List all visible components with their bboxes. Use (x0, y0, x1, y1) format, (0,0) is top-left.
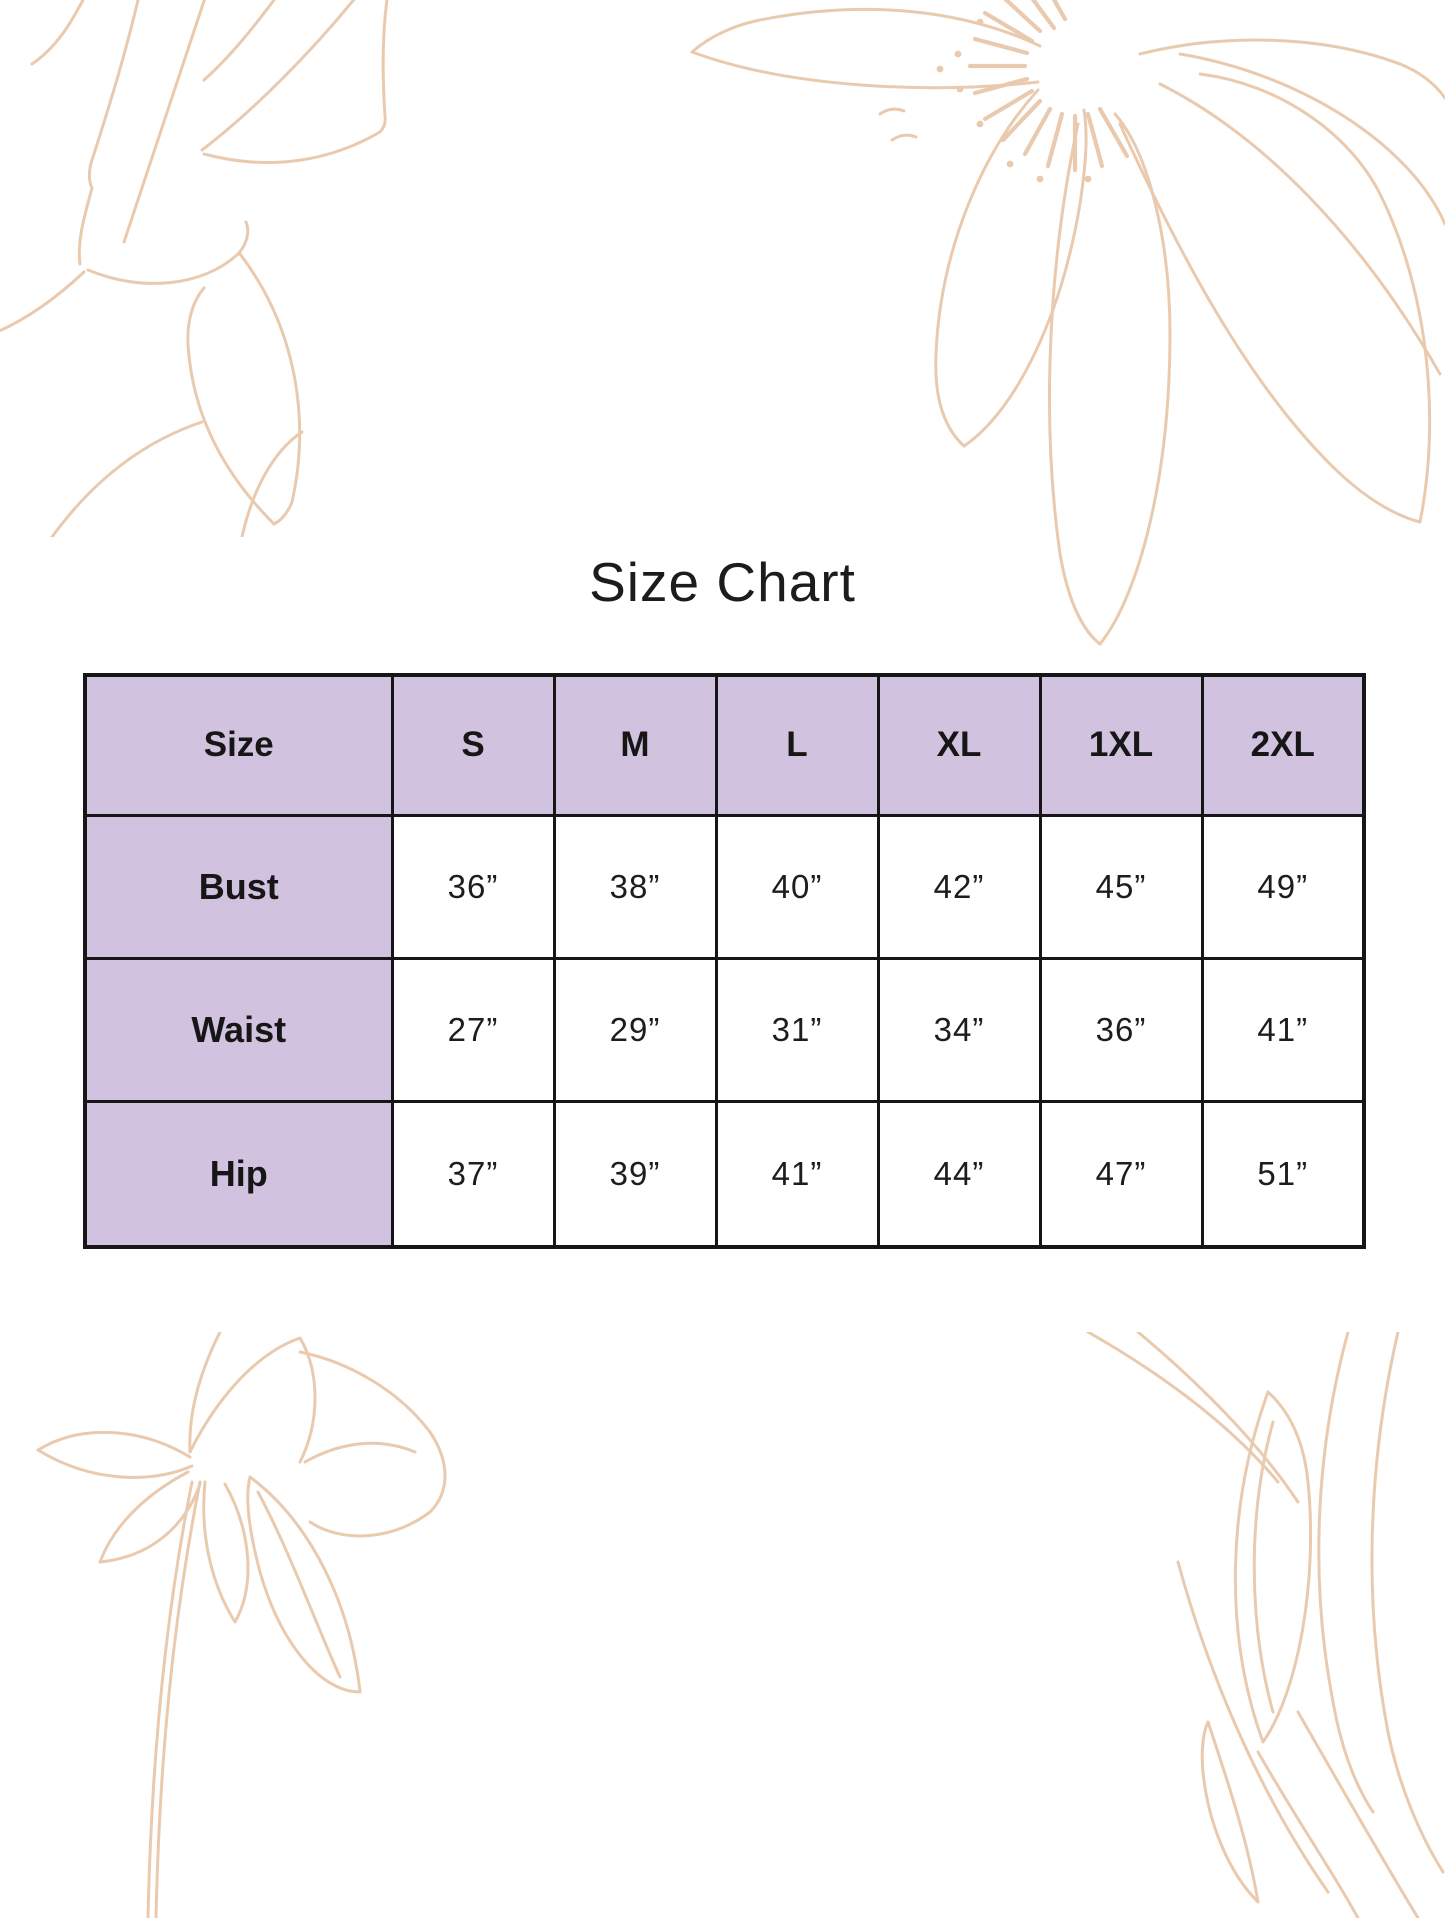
column-header-size: Size (83, 673, 394, 817)
waist-value-l: 31” (714, 956, 880, 1103)
hip-value-1xl: 47” (1038, 1099, 1204, 1249)
hip-value-m: 39” (552, 1099, 718, 1249)
header-row: Size S M L XL 1XL 2XL (83, 673, 1366, 817)
waist-value-xl: 34” (876, 956, 1042, 1103)
page-title: Size Chart (589, 551, 856, 613)
table-row-waist: Waist 27” 29” 31” 34” 36” 41” (83, 956, 1366, 1103)
bust-value-1xl: 45” (1038, 813, 1204, 960)
bust-value-2xl: 49” (1200, 813, 1366, 960)
waist-value-s: 27” (390, 956, 556, 1103)
column-header-s: S (390, 673, 556, 817)
waist-value-1xl: 36” (1038, 956, 1204, 1103)
hip-value-xl: 44” (876, 1099, 1042, 1249)
leaves-bottom-right-icon (1086, 1332, 1445, 1918)
waist-value-2xl: 41” (1200, 956, 1366, 1103)
row-label-bust: Bust (83, 813, 394, 960)
bust-value-xl: 42” (876, 813, 1042, 960)
bust-value-m: 38” (552, 813, 718, 960)
column-header-2xl: 2XL (1200, 673, 1366, 817)
table-row-bust: Bust 36” 38” 40” 42” 45” 49” (83, 813, 1366, 960)
waist-value-m: 29” (552, 956, 718, 1103)
bust-value-s: 36” (390, 813, 556, 960)
size-chart-table: Size S M L XL 1XL 2XL Bust 36” 38” 40” 4… (83, 673, 1366, 1249)
hip-value-2xl: 51” (1200, 1099, 1366, 1249)
column-header-xl: XL (876, 673, 1042, 817)
bust-value-l: 40” (714, 813, 880, 960)
column-header-1xl: 1XL (1038, 673, 1204, 817)
row-label-waist: Waist (83, 956, 394, 1103)
row-label-hip: Hip (83, 1099, 394, 1249)
hip-value-l: 41” (714, 1099, 880, 1249)
column-header-m: M (552, 673, 718, 817)
column-header-l: L (714, 673, 880, 817)
flower-top-left-icon (0, 0, 389, 537)
flower-bottom-left-icon (36, 1332, 447, 1918)
hip-value-s: 37” (390, 1099, 556, 1249)
table-row-hip: Hip 37” 39” 41” 44” 47” 51” (83, 1099, 1366, 1249)
